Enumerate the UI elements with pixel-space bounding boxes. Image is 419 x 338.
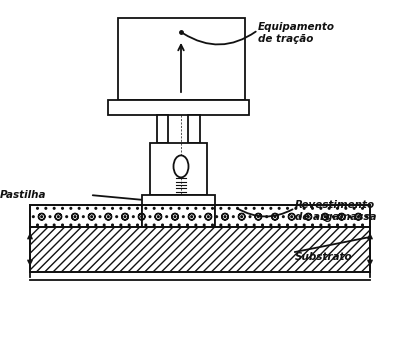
Text: Substrato: Substrato — [295, 252, 353, 262]
Bar — [142, 195, 215, 205]
Bar — [108, 100, 249, 115]
Text: Revestimento
de argamassa: Revestimento de argamassa — [295, 200, 377, 222]
Bar — [30, 227, 370, 272]
Ellipse shape — [173, 155, 189, 177]
Bar — [118, 18, 245, 100]
Bar — [157, 115, 168, 143]
Bar — [142, 205, 215, 227]
Text: Equipamento
de tração: Equipamento de tração — [258, 22, 335, 44]
Text: Pastilha: Pastilha — [0, 190, 47, 200]
Bar — [215, 205, 370, 227]
Bar — [30, 205, 142, 227]
Bar — [188, 115, 200, 143]
Bar — [150, 143, 207, 195]
